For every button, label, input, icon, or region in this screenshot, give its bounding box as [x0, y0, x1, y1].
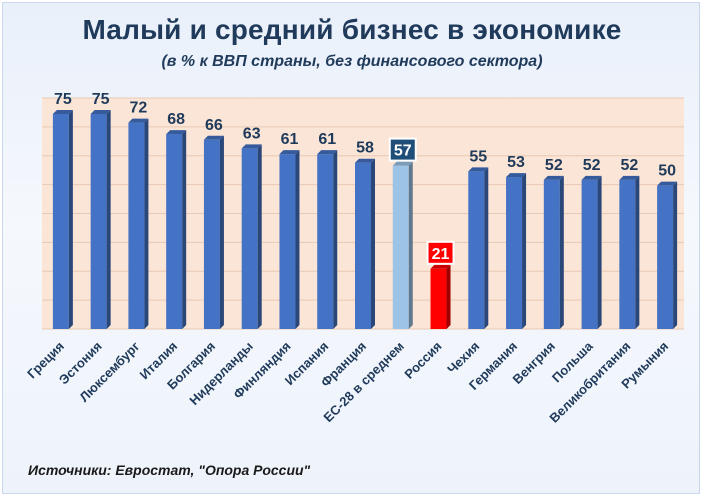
data-label: 53 — [507, 154, 525, 171]
data-label: 66 — [205, 117, 223, 134]
bar-side — [295, 150, 300, 329]
source-note: Источники: Евростат, "Опора России" — [28, 462, 311, 478]
bar — [430, 264, 451, 329]
data-label: 52 — [583, 157, 601, 174]
bar — [166, 130, 187, 329]
bar-top — [166, 130, 187, 135]
data-label: 75 — [92, 91, 110, 108]
bar-top — [355, 158, 375, 163]
bars — [52, 110, 678, 329]
bar — [657, 181, 678, 329]
bar-front — [581, 179, 598, 329]
bar-side — [144, 118, 149, 329]
bar-front — [317, 154, 334, 329]
bar-front — [430, 268, 447, 329]
chart-subtitle: (в % к ВВП страны, без финансового секто… — [161, 53, 543, 70]
bar-front — [90, 114, 107, 329]
data-label: 72 — [130, 100, 148, 117]
bar — [317, 150, 338, 329]
bar — [355, 158, 375, 329]
data-label: 57 — [394, 143, 412, 160]
bar-front — [543, 179, 560, 329]
bar — [619, 175, 640, 329]
bar-side — [106, 110, 111, 329]
bar-front — [241, 148, 258, 329]
bar-side — [484, 167, 489, 329]
bar-side — [68, 110, 73, 329]
bar-top — [657, 181, 678, 186]
data-label: 63 — [243, 125, 261, 142]
bar-top — [317, 150, 338, 155]
data-label: 52 — [545, 157, 563, 174]
bar-top — [430, 264, 451, 269]
bar-side — [371, 158, 375, 329]
bar-front — [166, 134, 183, 329]
bar — [203, 135, 224, 329]
bar-top — [581, 175, 602, 180]
bar-front — [468, 171, 485, 329]
bar-top — [392, 161, 413, 166]
bar-side — [446, 264, 451, 329]
bar-top — [619, 175, 640, 180]
bar — [128, 118, 149, 329]
bar-front — [279, 154, 296, 329]
bar-front — [355, 162, 371, 329]
bar-front — [128, 122, 145, 329]
bar-side — [182, 130, 187, 329]
bar-top — [90, 110, 111, 114]
category-labels: ГрецияЭстонияЛюксембургИталияБолгарияНид… — [24, 338, 671, 426]
data-label: 55 — [469, 148, 487, 165]
data-labels: 75 75 72 68 66 63 61 61 58 57 21 55 53 52 52 52 50 — [54, 91, 676, 265]
bar-top — [128, 118, 149, 123]
bar — [506, 173, 527, 329]
bar-front — [657, 185, 674, 329]
data-label-box — [426, 240, 455, 265]
bar-front — [52, 114, 69, 329]
bar-side — [559, 175, 564, 329]
bar-side — [635, 175, 640, 329]
bar-top — [506, 173, 527, 178]
bar-side — [257, 144, 262, 329]
chart-title: Малый и средний бизнес в экономике — [82, 14, 622, 45]
bar-side — [408, 161, 413, 329]
bar-top — [203, 135, 224, 140]
data-label: 58 — [356, 140, 374, 157]
bar-front — [619, 179, 636, 329]
bar-front — [506, 177, 523, 329]
bar-side — [333, 150, 338, 329]
bar — [468, 167, 489, 329]
bar — [241, 144, 262, 329]
data-label: 75 — [54, 91, 72, 108]
bar — [279, 150, 300, 329]
data-label: 68 — [167, 111, 185, 128]
bar — [581, 175, 602, 329]
data-label: 52 — [620, 157, 638, 174]
bar-side — [522, 173, 527, 329]
bar-top — [52, 110, 73, 114]
bar-top — [241, 144, 262, 149]
bar-top — [279, 150, 300, 155]
bar — [543, 175, 564, 329]
data-label: 61 — [281, 131, 299, 148]
category-label: Россия — [401, 339, 444, 382]
bar — [52, 110, 73, 329]
bar-top — [543, 175, 564, 180]
bar — [392, 161, 413, 329]
bar — [90, 110, 111, 329]
bar-front — [392, 165, 409, 329]
bar-side — [673, 181, 678, 329]
data-label: 61 — [318, 131, 336, 148]
data-label: 50 — [658, 163, 676, 180]
bar-front — [203, 139, 220, 329]
data-label: 21 — [432, 246, 450, 263]
bar-side — [219, 135, 224, 329]
bar-top — [468, 167, 489, 172]
data-label-box — [388, 137, 417, 162]
bar-side — [597, 175, 602, 329]
